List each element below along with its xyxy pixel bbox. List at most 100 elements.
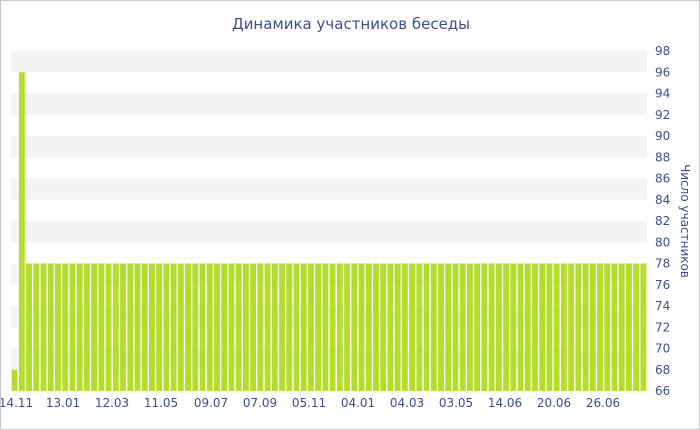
bar bbox=[177, 263, 184, 391]
bar bbox=[26, 263, 32, 391]
y-tick-label: 96 bbox=[655, 65, 670, 79]
bar bbox=[127, 263, 134, 391]
y-tick-label: 90 bbox=[655, 129, 670, 143]
bar bbox=[62, 263, 69, 391]
y-tick-label: 72 bbox=[655, 320, 670, 334]
bar bbox=[380, 263, 387, 391]
bar bbox=[604, 263, 611, 391]
y-tick-label: 78 bbox=[655, 257, 670, 271]
bar bbox=[452, 263, 459, 391]
grid-band bbox=[11, 348, 647, 370]
x-tick-label: 05.11 bbox=[292, 396, 326, 410]
bar bbox=[149, 263, 155, 391]
bar bbox=[308, 263, 314, 391]
grid-band bbox=[11, 178, 647, 200]
bar bbox=[264, 263, 271, 391]
x-tick-label: 04.03 bbox=[390, 396, 424, 410]
bar bbox=[76, 263, 83, 391]
bar bbox=[40, 263, 47, 391]
bar bbox=[618, 263, 625, 391]
chart-title: Динамика участников беседы bbox=[232, 15, 470, 33]
bar bbox=[467, 263, 473, 391]
bar bbox=[517, 263, 524, 391]
bar bbox=[568, 263, 575, 391]
bar bbox=[163, 263, 170, 391]
bar bbox=[69, 263, 76, 391]
bar bbox=[293, 263, 300, 391]
y-tick-label: 94 bbox=[655, 87, 670, 101]
bar bbox=[351, 263, 358, 391]
bar bbox=[242, 263, 249, 391]
bar bbox=[387, 263, 394, 391]
x-tick-label: 07.09 bbox=[243, 396, 277, 410]
bar bbox=[279, 263, 285, 391]
y-tick-label: 70 bbox=[655, 342, 670, 356]
bar bbox=[611, 263, 618, 391]
bar bbox=[394, 263, 401, 391]
grid-band bbox=[11, 51, 647, 73]
bar bbox=[409, 263, 416, 391]
x-tick-label: 09.07 bbox=[194, 396, 228, 410]
bar bbox=[286, 263, 293, 391]
y-tick-label: 80 bbox=[655, 235, 670, 249]
bar bbox=[640, 263, 647, 391]
bar bbox=[553, 263, 560, 391]
bar bbox=[235, 263, 242, 391]
y-tick-label: 74 bbox=[655, 299, 670, 313]
bar bbox=[524, 263, 531, 391]
bar bbox=[546, 263, 553, 391]
y-tick-label: 68 bbox=[655, 363, 670, 377]
x-tick-label: 14.11 bbox=[1, 396, 33, 410]
bar bbox=[336, 263, 343, 391]
x-tick-label: 12.03 bbox=[95, 396, 129, 410]
x-tick-label: 14.06 bbox=[488, 396, 522, 410]
bar bbox=[315, 263, 322, 391]
bar bbox=[322, 263, 329, 391]
x-tick-label: 26.06 bbox=[586, 396, 620, 410]
bar bbox=[18, 72, 25, 391]
x-tick-label: 20.06 bbox=[537, 396, 571, 410]
bar bbox=[55, 263, 61, 391]
y-axis-label: Число участников bbox=[678, 164, 692, 278]
bar bbox=[112, 263, 119, 391]
bar bbox=[91, 263, 98, 391]
y-tick-label: 86 bbox=[655, 172, 670, 186]
bar bbox=[575, 263, 582, 391]
bar bbox=[329, 263, 336, 391]
bar bbox=[192, 263, 199, 391]
bar bbox=[633, 263, 640, 391]
x-tick-label: 13.01 bbox=[46, 396, 80, 410]
bar bbox=[221, 263, 228, 391]
bar bbox=[11, 369, 18, 391]
y-tick-label: 66 bbox=[655, 384, 670, 398]
grid-band bbox=[11, 93, 647, 115]
y-tick-label: 98 bbox=[655, 44, 670, 58]
bar bbox=[597, 263, 603, 391]
bar bbox=[83, 263, 90, 391]
x-tick-label: 03.05 bbox=[439, 396, 473, 410]
bar bbox=[105, 263, 112, 391]
bar bbox=[445, 263, 452, 391]
grid-bands bbox=[11, 51, 647, 370]
bar bbox=[199, 263, 206, 391]
x-tick-label: 11.05 bbox=[144, 396, 178, 410]
bar bbox=[271, 263, 278, 391]
bar bbox=[474, 263, 481, 391]
bar bbox=[228, 263, 235, 391]
bar bbox=[488, 263, 495, 391]
x-tick-label: 04.01 bbox=[341, 396, 375, 410]
bar bbox=[344, 263, 350, 391]
bar bbox=[300, 263, 307, 391]
bar bbox=[503, 263, 509, 391]
grid-band bbox=[11, 136, 647, 158]
bar bbox=[141, 263, 148, 391]
y-tick-label: 82 bbox=[655, 214, 670, 228]
bar bbox=[510, 263, 517, 391]
bar bbox=[560, 263, 567, 391]
bar bbox=[582, 263, 589, 391]
bar bbox=[33, 263, 40, 391]
bar bbox=[438, 263, 444, 391]
bar bbox=[185, 263, 191, 391]
